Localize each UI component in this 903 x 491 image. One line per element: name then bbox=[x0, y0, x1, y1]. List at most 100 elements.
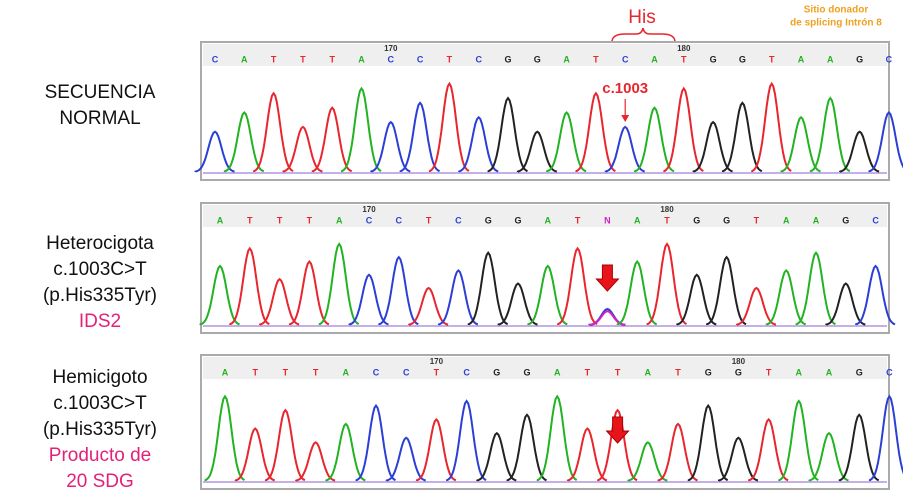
mutation-arrow bbox=[605, 416, 630, 444]
base-call: G bbox=[735, 367, 742, 377]
position-number: 180 bbox=[660, 205, 674, 214]
peak bbox=[838, 413, 880, 482]
mutation-arrow bbox=[595, 264, 620, 292]
sample-label: SECUENCIA bbox=[45, 82, 156, 103]
peak bbox=[778, 399, 819, 481]
position-number: 170 bbox=[430, 357, 444, 366]
base-call: A bbox=[796, 367, 803, 377]
splice-site-line: de splicing Intrón 8 bbox=[790, 18, 882, 29]
peak bbox=[676, 273, 717, 326]
peak bbox=[370, 120, 411, 173]
base-call: T bbox=[585, 367, 591, 377]
base-call: T bbox=[766, 367, 772, 377]
peak bbox=[204, 394, 246, 481]
peak bbox=[259, 277, 300, 326]
base-call: G bbox=[856, 54, 863, 64]
peak bbox=[575, 91, 616, 172]
mutation-marker: c.1003 bbox=[602, 80, 648, 97]
peak bbox=[415, 417, 457, 482]
sample-label: Hemicigoto bbox=[52, 367, 147, 388]
base-call: A bbox=[336, 215, 343, 225]
base-call: T bbox=[754, 215, 760, 225]
peak bbox=[355, 403, 396, 482]
base-call: C bbox=[403, 367, 410, 377]
sample-label: NORMAL bbox=[59, 108, 140, 129]
peak bbox=[687, 403, 729, 482]
position-number: 180 bbox=[677, 44, 691, 53]
base-call: A bbox=[634, 215, 641, 225]
base-call: A bbox=[783, 215, 790, 225]
base-call: N bbox=[604, 215, 611, 225]
base-call: A bbox=[563, 54, 570, 64]
base-call: T bbox=[575, 215, 581, 225]
base-call: G bbox=[705, 367, 712, 377]
peak bbox=[721, 101, 763, 173]
peak bbox=[194, 130, 235, 173]
peak bbox=[282, 125, 323, 173]
peak bbox=[295, 441, 336, 482]
base-call: T bbox=[329, 54, 335, 64]
base-strip bbox=[203, 44, 887, 66]
peak bbox=[458, 115, 499, 173]
base-call: C bbox=[886, 54, 893, 64]
base-call: T bbox=[664, 215, 670, 225]
position-number: 180 bbox=[732, 357, 746, 366]
base-strip bbox=[203, 357, 887, 379]
base-call: G bbox=[485, 215, 492, 225]
peak bbox=[546, 110, 587, 173]
codon-brace bbox=[611, 27, 676, 43]
base-call: A bbox=[545, 215, 552, 225]
base-call: A bbox=[554, 367, 561, 377]
peak bbox=[657, 422, 698, 482]
base-call: A bbox=[827, 54, 834, 64]
base-call: C bbox=[455, 215, 462, 225]
peak bbox=[717, 436, 759, 482]
peak bbox=[516, 130, 558, 173]
peak bbox=[467, 251, 509, 326]
peak bbox=[437, 268, 479, 326]
base-call: C bbox=[388, 54, 395, 64]
peak bbox=[487, 96, 528, 173]
peak bbox=[808, 431, 849, 482]
peak bbox=[229, 246, 270, 325]
base-call: G bbox=[710, 54, 717, 64]
peak bbox=[646, 242, 687, 325]
position-number: 170 bbox=[362, 205, 376, 214]
sample-note: 20 SDG bbox=[66, 471, 134, 491]
peak bbox=[378, 255, 419, 326]
peak bbox=[348, 273, 389, 326]
peak bbox=[253, 91, 294, 172]
base-call: C bbox=[475, 54, 482, 64]
base-call: G bbox=[534, 54, 541, 64]
peak bbox=[855, 264, 896, 326]
peak bbox=[735, 286, 777, 326]
peak bbox=[795, 251, 836, 326]
base-call: G bbox=[723, 215, 730, 225]
peak bbox=[566, 427, 608, 482]
base-call: T bbox=[615, 367, 621, 377]
peak bbox=[557, 246, 598, 325]
base-call: T bbox=[271, 54, 277, 64]
peak bbox=[663, 86, 704, 172]
base-call: G bbox=[842, 215, 849, 225]
base-call: G bbox=[739, 54, 746, 64]
base-call: T bbox=[447, 54, 453, 64]
peak bbox=[868, 394, 903, 481]
peak bbox=[385, 436, 426, 482]
base-call: A bbox=[222, 367, 229, 377]
peak bbox=[341, 86, 382, 172]
peak bbox=[199, 264, 240, 326]
base-call: T bbox=[426, 215, 432, 225]
base-call: T bbox=[434, 367, 440, 377]
sample-label: Heterocigota bbox=[46, 233, 154, 254]
base-call: C bbox=[886, 367, 893, 377]
peak bbox=[597, 408, 638, 482]
peak bbox=[868, 110, 903, 173]
peak bbox=[476, 431, 517, 482]
codon-label: His bbox=[628, 7, 655, 28]
base-call: T bbox=[277, 215, 283, 225]
sample-label: (p.His335Tyr) bbox=[43, 285, 157, 306]
base-call: C bbox=[373, 367, 380, 377]
base-call: T bbox=[307, 215, 313, 225]
